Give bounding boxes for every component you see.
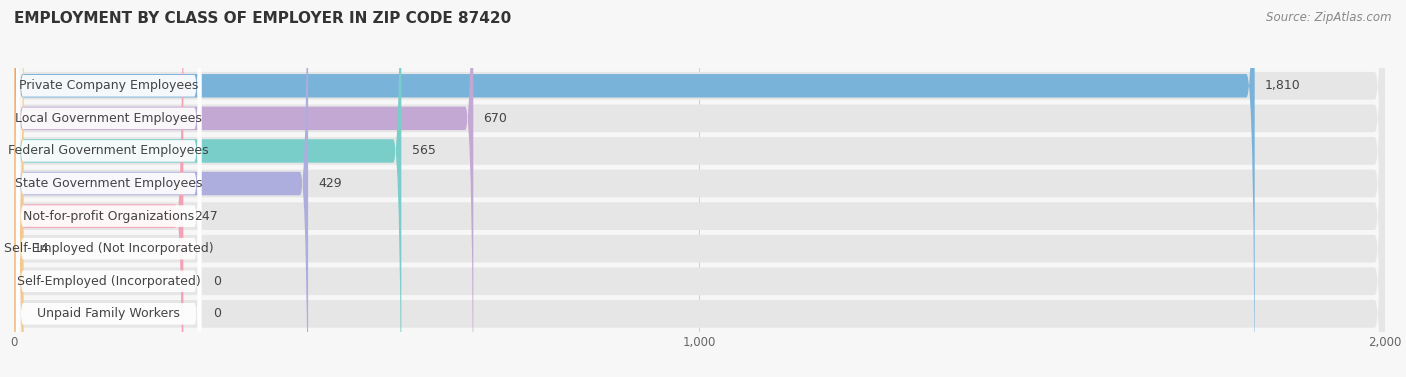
Text: Self-Employed (Incorporated): Self-Employed (Incorporated) — [17, 275, 201, 288]
Text: State Government Employees: State Government Employees — [15, 177, 202, 190]
Text: 247: 247 — [194, 210, 218, 222]
FancyBboxPatch shape — [15, 0, 201, 377]
Text: 565: 565 — [412, 144, 436, 158]
Text: Local Government Employees: Local Government Employees — [15, 112, 202, 125]
FancyBboxPatch shape — [15, 0, 201, 377]
FancyBboxPatch shape — [14, 0, 1385, 377]
FancyBboxPatch shape — [14, 0, 183, 377]
FancyBboxPatch shape — [14, 0, 1385, 377]
Text: Private Company Employees: Private Company Employees — [18, 79, 198, 92]
FancyBboxPatch shape — [15, 0, 201, 377]
FancyBboxPatch shape — [14, 0, 1385, 377]
FancyBboxPatch shape — [14, 0, 24, 377]
FancyBboxPatch shape — [15, 0, 201, 377]
Text: 670: 670 — [484, 112, 508, 125]
FancyBboxPatch shape — [14, 0, 474, 377]
Text: 0: 0 — [212, 275, 221, 288]
Text: Unpaid Family Workers: Unpaid Family Workers — [37, 307, 180, 320]
FancyBboxPatch shape — [14, 0, 1385, 377]
Text: Federal Government Employees: Federal Government Employees — [8, 144, 209, 158]
Text: Self-Employed (Not Incorporated): Self-Employed (Not Incorporated) — [4, 242, 214, 255]
FancyBboxPatch shape — [14, 0, 1385, 377]
FancyBboxPatch shape — [14, 0, 1385, 377]
Text: 0: 0 — [212, 307, 221, 320]
FancyBboxPatch shape — [15, 0, 201, 377]
FancyBboxPatch shape — [14, 0, 1254, 377]
FancyBboxPatch shape — [15, 0, 201, 377]
Text: EMPLOYMENT BY CLASS OF EMPLOYER IN ZIP CODE 87420: EMPLOYMENT BY CLASS OF EMPLOYER IN ZIP C… — [14, 11, 512, 26]
Text: Not-for-profit Organizations: Not-for-profit Organizations — [22, 210, 194, 222]
Text: 1,810: 1,810 — [1265, 79, 1301, 92]
FancyBboxPatch shape — [15, 0, 201, 377]
FancyBboxPatch shape — [14, 0, 1385, 377]
FancyBboxPatch shape — [14, 0, 401, 377]
FancyBboxPatch shape — [14, 0, 308, 377]
FancyBboxPatch shape — [15, 0, 201, 377]
FancyBboxPatch shape — [14, 0, 1385, 377]
Text: 14: 14 — [34, 242, 49, 255]
Text: Source: ZipAtlas.com: Source: ZipAtlas.com — [1267, 11, 1392, 24]
Text: 429: 429 — [318, 177, 342, 190]
